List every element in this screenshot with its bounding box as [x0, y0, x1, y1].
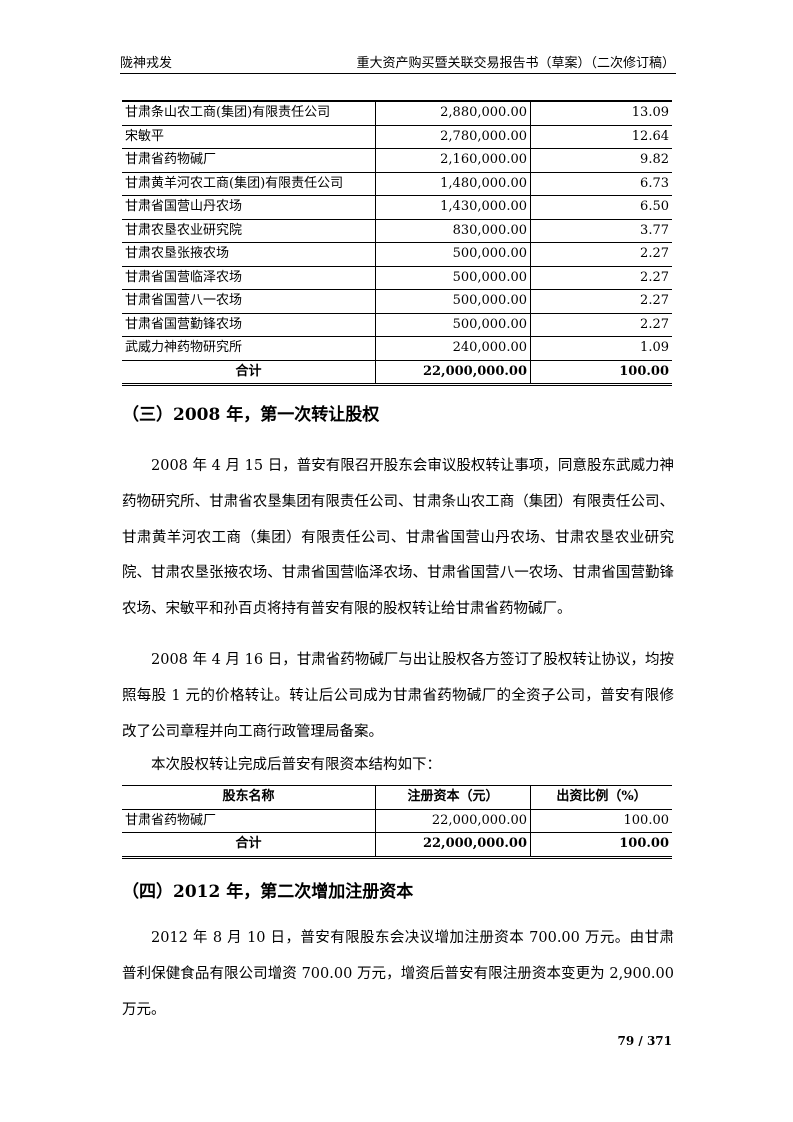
share-ratio: 12.64	[530, 125, 672, 149]
share-ratio: 13.09	[530, 101, 672, 126]
header-left: 陇神戎发	[120, 56, 173, 71]
share-ratio: 100.00	[530, 832, 672, 859]
share-ratio: 6.73	[530, 172, 672, 196]
shareholder-name: 甘肃黄羊河农工商(集团)有限责任公司	[122, 172, 376, 196]
table-row: 甘肃黄羊河农工商(集团)有限责任公司 1,480,000.00 6.73	[122, 172, 672, 196]
header-row: 股东名称 注册资本（元） 出资比例（%）	[122, 785, 672, 810]
table-row: 甘肃省国营山丹农场 1,430,000.00 6.50	[122, 195, 672, 220]
registered-capital: 500,000.00	[375, 266, 531, 290]
header-right: 重大资产购买暨关联交易报告书（草案）（二次修订稿）	[356, 56, 675, 71]
share-ratio: 9.82	[530, 148, 672, 173]
shareholder-name: 合计	[122, 832, 376, 859]
table-row: 甘肃农垦农业研究院 830,000.00 3.77	[122, 219, 672, 243]
share-ratio: 出资比例（%）	[530, 785, 672, 810]
section-4-heading: （四）2012 年，第二次增加注册资本	[122, 882, 414, 902]
share-ratio: 6.50	[530, 195, 672, 220]
section-3-paragraph-1: 2008 年 4 月 15 日，普安有限召开股东会审议股权转让事项，同意股东武威…	[122, 458, 674, 618]
shareholder-name: 甘肃农垦农业研究院	[122, 219, 376, 243]
registered-capital: 1,480,000.00	[375, 172, 531, 196]
registered-capital: 注册资本（元）	[375, 785, 531, 810]
total-row: 合计 22,000,000.00 100.00	[122, 832, 672, 859]
share-ratio: 2.27	[530, 289, 672, 314]
shareholder-name: 武威力神药物研究所	[122, 336, 376, 361]
shareholder-name: 甘肃条山农工商(集团)有限责任公司	[122, 101, 376, 126]
shareholder-name: 股东名称	[122, 785, 376, 810]
table-row: 武威力神药物研究所 240,000.00 1.09	[122, 336, 672, 361]
shareholder-name: 甘肃农垦张掖农场	[122, 242, 376, 267]
registered-capital: 500,000.00	[375, 313, 531, 337]
section-3-paragraph-3: 本次股权转让完成后普安有限资本结构如下：	[151, 757, 441, 773]
section-3-heading: （三）2008 年，第一次转让股权	[122, 405, 380, 425]
section-3-paragraph-2: 2008 年 4 月 16 日，甘肃省药物碱厂与出让股权各方签订了股权转让协议，…	[122, 652, 674, 740]
registered-capital: 240,000.00	[375, 336, 531, 361]
shareholder-name: 甘肃省药物碱厂	[122, 148, 376, 173]
total-row: 合计 22,000,000.00 100.00	[122, 360, 672, 386]
section-4-paragraph-1: 2012 年 8 月 10 日，普安有限股东会决议增加注册资本 700.00 万…	[122, 930, 674, 1018]
shareholder-name: 甘肃省国营勤锋农场	[122, 313, 376, 337]
share-ratio: 2.27	[530, 266, 672, 290]
shareholder-name: 宋敏平	[122, 125, 376, 149]
share-ratio: 100.00	[530, 360, 672, 386]
share-ratio: 2.27	[530, 313, 672, 337]
registered-capital: 1,430,000.00	[375, 195, 531, 220]
share-ratio: 3.77	[530, 219, 672, 243]
registered-capital: 2,160,000.00	[375, 148, 531, 173]
registered-capital: 830,000.00	[375, 219, 531, 243]
registered-capital: 500,000.00	[375, 289, 531, 314]
shareholder-table-2: 股东名称 注册资本（元） 出资比例（%） 甘肃省药物碱厂 22,000,000.00 10…	[122, 785, 672, 859]
registered-capital: 22,000,000.00	[375, 809, 531, 833]
page-number: 79 / 371	[617, 1034, 673, 1048]
registered-capital: 500,000.00	[375, 242, 531, 267]
share-ratio: 2.27	[530, 242, 672, 267]
shareholder-name: 甘肃省国营临泽农场	[122, 266, 376, 290]
table-row: 甘肃省药物碱厂 22,000,000.00 100.00	[122, 809, 672, 833]
registered-capital: 2,880,000.00	[375, 101, 531, 126]
registered-capital: 2,780,000.00	[375, 125, 531, 149]
shareholder-name: 甘肃省国营八一农场	[122, 289, 376, 314]
shareholder-name: 甘肃省国营山丹农场	[122, 195, 376, 220]
registered-capital: 22,000,000.00	[375, 360, 531, 386]
table-row: 甘肃条山农工商(集团)有限责任公司 2,880,000.00 13.09	[122, 101, 672, 126]
share-ratio: 100.00	[530, 809, 672, 833]
shareholder-name: 甘肃省药物碱厂	[122, 809, 376, 833]
table-row: 甘肃省药物碱厂 2,160,000.00 9.82	[122, 148, 672, 173]
shareholder-name: 合计	[122, 360, 376, 386]
table-row: 甘肃农垦张掖农场 500,000.00 2.27	[122, 242, 672, 267]
registered-capital: 22,000,000.00	[375, 832, 531, 859]
header-rule	[120, 73, 676, 74]
shareholder-table-1: 甘肃条山农工商(集团)有限责任公司 2,880,000.00 13.09 宋敏平 2,7…	[122, 100, 672, 386]
share-ratio: 1.09	[530, 336, 672, 361]
table-row: 宋敏平 2,780,000.00 12.64	[122, 125, 672, 149]
table-row: 甘肃省国营勤锋农场 500,000.00 2.27	[122, 313, 672, 337]
table-row: 甘肃省国营八一农场 500,000.00 2.27	[122, 289, 672, 314]
table-row: 甘肃省国营临泽农场 500,000.00 2.27	[122, 266, 672, 290]
